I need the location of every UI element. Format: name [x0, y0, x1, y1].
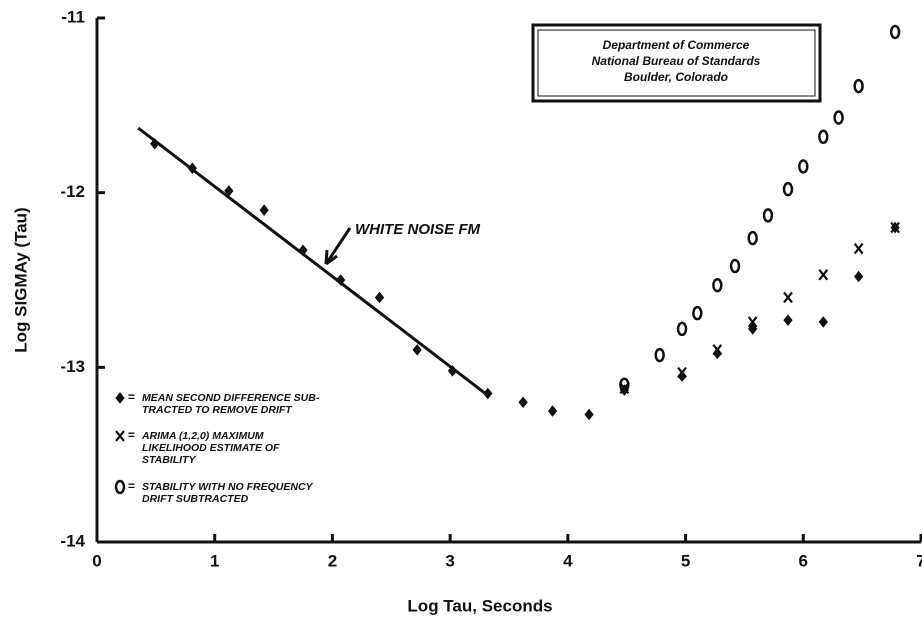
marker-plus [748, 323, 758, 335]
y-tick-label: -12 [60, 182, 85, 201]
marker-plus [259, 204, 269, 216]
marker-o [833, 110, 844, 125]
marker-x [712, 344, 723, 356]
legend-eq: = [128, 428, 135, 442]
x-tick-label: 7 [916, 551, 922, 570]
legend-marker [114, 479, 126, 495]
marker-o [798, 159, 809, 174]
box-line: Boulder, Colorado [624, 70, 728, 84]
marker-x [619, 382, 630, 394]
marker-o [654, 347, 665, 363]
marker-o [853, 78, 864, 94]
legend-eq: = [128, 390, 135, 404]
marker-o [747, 230, 758, 246]
marker-plus [336, 274, 346, 286]
y-tick-label: -13 [60, 357, 85, 376]
x-tick-label: 5 [681, 551, 690, 570]
marker-plus [187, 162, 197, 175]
marker-x [853, 242, 864, 255]
y-tick-label: -11 [61, 7, 85, 26]
marker-plus [547, 405, 558, 417]
marker-o [676, 321, 688, 337]
marker-o [729, 258, 741, 274]
marker-o [762, 208, 774, 223]
marker-o [818, 129, 829, 145]
marker-x [783, 291, 793, 304]
box-line: Department of Commerce [603, 38, 750, 52]
x-tick-label: 2 [328, 551, 337, 570]
marker-plus [374, 291, 385, 304]
y-tick-label: -14 [60, 531, 85, 550]
marker-x [677, 366, 687, 379]
marker-o [712, 277, 723, 293]
x-tick-label: 6 [799, 551, 808, 570]
annotation-arrow [324, 227, 352, 266]
marker-plus [783, 314, 793, 326]
info-box [531, 23, 822, 103]
x-axis-title: Log Tau, Seconds [407, 596, 552, 615]
marker-plus [584, 408, 594, 421]
marker-o [619, 377, 630, 393]
legend-label: ARIMA (1,2,0) MAXIMUM LIKELIHOOD ESTIMAT… [142, 430, 280, 466]
box-line: National Bureau of Standards [592, 54, 761, 68]
legend-marker [115, 430, 125, 442]
marker-o [692, 305, 703, 321]
marker-plus [518, 396, 528, 409]
info-box-inner [537, 29, 816, 97]
legend-label: MEAN SECOND DIFFERENCE SUB- TRACTED TO R… [142, 392, 320, 416]
marker-o [889, 24, 901, 40]
marker-x [818, 269, 829, 281]
marker-plus [447, 365, 458, 377]
marker-o [782, 181, 794, 197]
marker-plus [853, 270, 864, 283]
marker-plus [483, 387, 493, 400]
x-tick-label: 3 [445, 551, 454, 570]
marker-plus [298, 244, 308, 257]
marker-plus [818, 316, 828, 328]
legend-eq: = [128, 479, 135, 493]
fit-line [137, 126, 487, 395]
legend-marker [115, 392, 125, 404]
marker-x [747, 316, 758, 328]
legend-label: STABILITY WITH NO FREQUENCY DRIFT SUBTRA… [142, 481, 313, 505]
marker-plus [224, 185, 234, 197]
x-tick-label: 0 [92, 551, 101, 570]
marker-x [890, 221, 900, 234]
x-tick-label: 4 [563, 551, 573, 570]
line-annotation: WHITE NOISE FM [355, 221, 481, 238]
y-axis-title: Log SIGMAy (Tau) [11, 207, 30, 352]
x-tick-label: 1 [210, 551, 219, 570]
marker-plus [412, 344, 422, 356]
marker-plus [150, 137, 160, 150]
